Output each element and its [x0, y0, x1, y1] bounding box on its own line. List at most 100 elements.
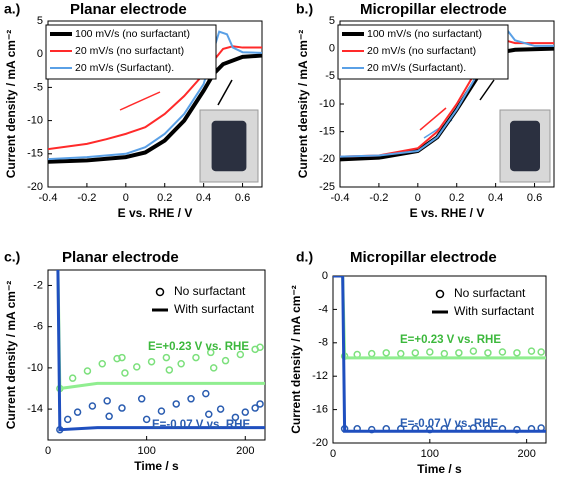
x-tick-label: 200: [517, 448, 535, 460]
y-tick-label: -5: [325, 70, 335, 82]
y-tick-label: 5: [37, 15, 43, 27]
panel-title: Micropillar electrode: [360, 1, 507, 18]
series-line: [48, 30, 262, 161]
panel-title: Micropillar electrode: [350, 249, 497, 266]
data-point: [251, 404, 259, 412]
y-tick-label: 0: [322, 270, 328, 282]
y-tick-label: -2: [33, 279, 43, 291]
y-tick-label: -20: [319, 153, 335, 165]
y-tick-label: 0: [329, 43, 335, 55]
plot-frame: [47, 20, 263, 188]
x-tick-label: 0.2: [449, 192, 464, 204]
legend-label: With surfactant: [174, 302, 255, 316]
panel-title: Planar electrode: [70, 1, 187, 18]
x-tick-label: 0.2: [157, 192, 172, 204]
data-point: [513, 349, 521, 357]
data-point: [113, 354, 121, 363]
panel-label: c.): [4, 249, 20, 265]
y-axis-label: Current density / mA cm⁻²: [296, 30, 310, 179]
y-tick-label: -14: [27, 403, 43, 415]
data-point: [221, 356, 230, 365]
y-tick-label: -5: [33, 81, 43, 93]
arrow: [419, 107, 447, 131]
annotation: E=+0.23 V vs. RHE: [148, 341, 249, 353]
series-line: [48, 53, 262, 164]
data-point: [202, 389, 210, 398]
data-point: [118, 353, 126, 362]
legend-label: With surfactant: [454, 304, 535, 318]
legend-label: No surfactant: [174, 284, 246, 298]
data-point: [88, 402, 97, 410]
annotation: E=+0.23 V vs. RHE: [400, 334, 501, 346]
y-tick-label: -6: [33, 321, 43, 333]
y-tick-label: -8: [318, 337, 328, 349]
x-tick-label: 200: [236, 445, 254, 457]
data-point: [426, 348, 434, 356]
x-tick-label: 0.4: [196, 192, 211, 204]
y-tick-label: -15: [27, 148, 43, 160]
data-point: [527, 347, 536, 355]
data-point: [83, 367, 92, 375]
panel-label: b.): [296, 1, 313, 17]
x-tick-label: 0.4: [488, 192, 503, 204]
legend-label: 20 mV/s (no surfactant): [367, 45, 476, 57]
data-point: [241, 408, 250, 416]
x-axis-label: Time / s: [134, 459, 179, 473]
plot-frame: [332, 275, 547, 444]
y-tick-label: -12: [312, 370, 328, 382]
series-line: [333, 276, 546, 433]
legend-label: 20 mV/s (Surfactant).: [367, 62, 466, 74]
data-point: [63, 415, 72, 424]
x-tick-label: 0.6: [527, 192, 542, 204]
y-tick-label: -15: [319, 126, 335, 138]
annotation: E=-0.07 V vs. RHE: [152, 419, 250, 431]
x-tick-label: 100: [137, 445, 155, 457]
legend-marker: [155, 287, 165, 297]
legend-label: 20 mV/s (no surfactant): [75, 45, 184, 57]
data-point: [484, 349, 492, 357]
data-point: [231, 413, 240, 422]
data-point: [256, 400, 264, 408]
data-point: [236, 350, 245, 359]
series-line: [56, 270, 265, 432]
x-tick-label: -0.2: [369, 192, 388, 204]
data-point: [209, 364, 218, 372]
x-tick-label: 100: [421, 448, 439, 460]
legend-label: 100 mV/s (no surfactant): [75, 28, 190, 40]
legend-label: 100 mV/s (no surfactant): [367, 28, 482, 40]
panel-title: Planar electrode: [62, 249, 179, 266]
data-point: [498, 348, 507, 356]
data-point: [367, 349, 376, 358]
x-tick-label: 0: [330, 448, 336, 460]
x-tick-label: 0: [45, 445, 51, 457]
data-point: [103, 397, 111, 405]
data-point: [205, 410, 213, 418]
data-point: [147, 357, 156, 366]
data-point: [172, 400, 180, 408]
data-point: [142, 415, 151, 424]
y-axis-label: Current density / mA cm⁻²: [4, 281, 18, 430]
legend-box: [337, 24, 509, 80]
plot-area: [333, 276, 546, 434]
x-tick-label: -0.4: [39, 192, 58, 204]
legend-label: No surfactant: [454, 286, 526, 300]
y-tick-label: -20: [312, 437, 328, 449]
y-axis-label: Current density / mA cm⁻²: [289, 285, 303, 434]
inset-electrode: [211, 120, 247, 172]
x-axis-label: Time / s: [417, 462, 462, 476]
data-point: [98, 360, 106, 368]
series-line: [333, 276, 546, 360]
data-point: [187, 395, 195, 403]
y-tick-label: -4: [318, 303, 328, 315]
data-point: [68, 374, 77, 382]
data-point: [165, 366, 174, 374]
x-tick-label: -0.4: [331, 192, 350, 204]
y-tick-label: -10: [27, 362, 43, 374]
arrow: [217, 79, 233, 106]
data-point: [177, 360, 185, 368]
data-point: [118, 404, 126, 412]
data-point: [411, 349, 420, 357]
y-tick-label: 5: [329, 15, 335, 27]
